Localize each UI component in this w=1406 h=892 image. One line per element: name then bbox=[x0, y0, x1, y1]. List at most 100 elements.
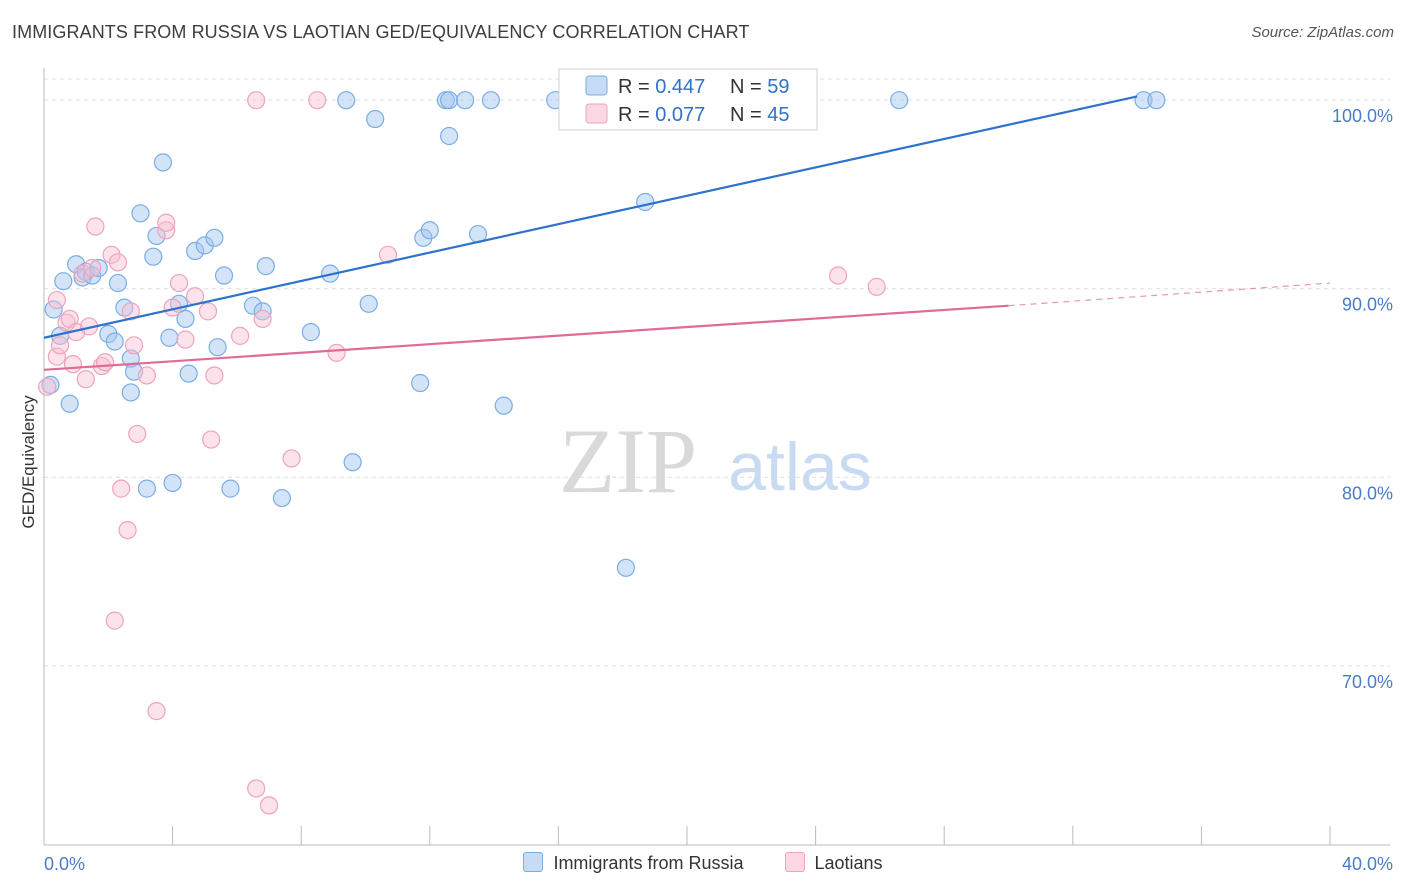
legend-box: R = 0.447 N = 59 R = 0.077 N = 45 bbox=[558, 68, 818, 131]
data-point-laotians bbox=[308, 91, 327, 110]
x-tick-label-max: 40.0% bbox=[1342, 854, 1393, 874]
legend-r-label-2: R = bbox=[618, 104, 655, 126]
y-tick-label: 80.0% bbox=[1342, 483, 1393, 503]
data-point-russia bbox=[214, 266, 234, 285]
svg-text:R = 0.447 N = 59: R = 0.447 N = 59 bbox=[618, 76, 790, 98]
data-point-russia bbox=[359, 294, 378, 313]
legend-n-value-1: 59 bbox=[767, 76, 789, 98]
legend-swatch-laotians bbox=[784, 852, 805, 873]
data-point-russia bbox=[137, 479, 156, 498]
legend-item-laotians: Laotians bbox=[784, 852, 883, 874]
data-point-russia bbox=[1134, 91, 1153, 110]
data-point-russia bbox=[337, 91, 356, 110]
data-point-russia bbox=[108, 273, 128, 293]
data-point-russia bbox=[411, 373, 430, 393]
data-point-laotians bbox=[169, 273, 189, 293]
data-point-russia bbox=[343, 453, 362, 472]
data-point-laotians bbox=[247, 779, 266, 798]
data-point-laotians bbox=[253, 309, 272, 329]
data-point-laotians bbox=[112, 479, 131, 498]
data-point-laotians bbox=[137, 366, 156, 385]
y-axis-label: GED/Equivalency bbox=[19, 395, 38, 529]
data-point-russia bbox=[636, 192, 655, 212]
legend-r-value-1: 0.447 bbox=[655, 76, 705, 98]
data-point-laotians bbox=[202, 430, 221, 449]
data-point-russia bbox=[179, 364, 198, 383]
watermark-zip: ZIP bbox=[559, 410, 697, 512]
data-point-russia bbox=[105, 332, 124, 351]
svg-text:R = 0.077 N = 45: R = 0.077 N = 45 bbox=[618, 104, 790, 126]
watermark-atlas: atlas bbox=[728, 429, 872, 505]
trend-line-russia bbox=[43, 95, 1138, 339]
trend-line-laotians-extension bbox=[1008, 282, 1331, 307]
data-point-russia bbox=[186, 241, 205, 261]
data-point-laotians bbox=[378, 245, 398, 264]
bottom-legend: Immigrants from Russia Laotians bbox=[0, 852, 1406, 874]
data-point-laotians bbox=[73, 264, 92, 283]
data-point-laotians bbox=[231, 326, 250, 345]
data-point-russia bbox=[414, 228, 433, 247]
data-point-russia bbox=[301, 323, 320, 342]
data-point-laotians bbox=[282, 449, 301, 468]
data-point-laotians bbox=[83, 258, 102, 278]
data-point-laotians bbox=[867, 277, 886, 296]
data-point-laotians bbox=[76, 370, 95, 389]
data-point-laotians bbox=[121, 302, 140, 321]
data-point-russia bbox=[163, 473, 182, 493]
data-point-laotians bbox=[105, 611, 124, 630]
axes: 70.0% 80.0% 90.0% 100.0% 0.0% 40.0% bbox=[43, 68, 1393, 874]
data-point-laotians bbox=[47, 347, 66, 366]
trend-line-laotians bbox=[43, 304, 1009, 371]
data-point-russia bbox=[89, 258, 108, 278]
legend-n-value-2: 45 bbox=[767, 104, 789, 126]
data-point-laotians bbox=[38, 377, 57, 396]
x-tick-label-min: 0.0% bbox=[44, 854, 85, 874]
data-point-russia bbox=[439, 91, 459, 110]
data-point-russia bbox=[256, 257, 275, 276]
legend-label-laotians: Laotians bbox=[814, 853, 883, 874]
y-tick-label: 100.0% bbox=[1332, 106, 1393, 126]
data-point-russia bbox=[131, 204, 150, 223]
legend-item-russia: Immigrants from Russia bbox=[523, 852, 743, 874]
data-point-russia bbox=[195, 236, 214, 255]
legend-swatch-blue bbox=[585, 75, 608, 96]
data-point-laotians bbox=[102, 245, 121, 264]
data-point-laotians bbox=[176, 330, 195, 349]
data-point-laotians bbox=[47, 290, 66, 310]
legend-r-label-1: R = bbox=[618, 76, 655, 98]
data-point-russia bbox=[147, 226, 166, 246]
data-point-russia bbox=[481, 91, 500, 110]
gridlines bbox=[44, 78, 1390, 667]
data-point-laotians bbox=[124, 336, 144, 355]
data-point-laotians bbox=[108, 253, 128, 272]
data-point-russia bbox=[208, 338, 227, 357]
data-point-russia bbox=[420, 221, 439, 240]
data-point-russia bbox=[494, 396, 513, 415]
data-point-russia bbox=[144, 247, 163, 266]
data-point-russia bbox=[41, 375, 60, 395]
data-point-laotians bbox=[86, 217, 105, 236]
data-point-laotians bbox=[95, 353, 115, 372]
data-point-laotians bbox=[205, 366, 224, 385]
data-point-russia bbox=[253, 302, 272, 321]
data-point-russia bbox=[160, 328, 179, 347]
data-point-laotians bbox=[157, 221, 176, 240]
data-point-russia bbox=[243, 296, 263, 315]
data-point-russia bbox=[99, 324, 118, 344]
data-point-russia bbox=[272, 488, 292, 508]
watermark: ZIP atlas bbox=[559, 410, 872, 512]
data-point-russia bbox=[890, 91, 909, 110]
data-point-russia bbox=[205, 228, 224, 247]
chart-title: IMMIGRANTS FROM RUSSIA VS LAOTIAN GED/EQ… bbox=[12, 22, 750, 42]
data-point-russia bbox=[456, 91, 475, 110]
legend-swatch-russia bbox=[523, 852, 544, 873]
legend-n-label-2: N = bbox=[730, 104, 767, 126]
data-point-laotians bbox=[259, 796, 279, 815]
data-point-russia bbox=[439, 126, 459, 146]
y-tick-label: 70.0% bbox=[1342, 672, 1393, 692]
data-point-laotians bbox=[829, 266, 848, 285]
data-point-russia bbox=[54, 272, 73, 291]
data-point-laotians bbox=[198, 302, 218, 321]
source-label: Source: ZipAtlas.com bbox=[1251, 24, 1394, 41]
